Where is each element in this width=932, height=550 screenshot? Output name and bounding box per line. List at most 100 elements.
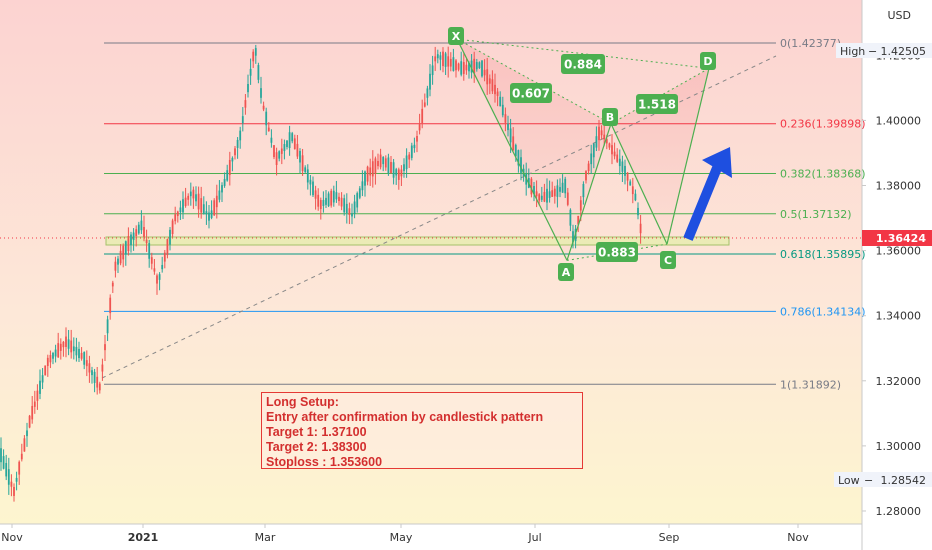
candle-body[interactable] xyxy=(366,166,369,182)
candle-body[interactable] xyxy=(54,349,57,357)
candle-body[interactable] xyxy=(228,159,231,176)
candle-body[interactable] xyxy=(46,357,49,366)
support-zone[interactable] xyxy=(105,236,730,246)
candle-body[interactable] xyxy=(252,51,255,62)
candle-body[interactable] xyxy=(611,145,613,155)
candle-body[interactable] xyxy=(335,192,338,200)
candle-body[interactable] xyxy=(618,158,621,167)
candle-body[interactable] xyxy=(382,156,385,165)
candle-body[interactable] xyxy=(579,200,582,211)
candle-body[interactable] xyxy=(327,193,330,207)
candle-body[interactable] xyxy=(483,69,486,76)
candle-body[interactable] xyxy=(499,96,502,107)
candle-body[interactable] xyxy=(278,151,281,159)
candle-body[interactable] xyxy=(163,252,166,262)
candles-layer[interactable] xyxy=(0,44,642,502)
candle-body[interactable] xyxy=(124,241,127,255)
candle-body[interactable] xyxy=(109,297,112,314)
candle-body[interactable] xyxy=(452,57,455,71)
candle-body[interactable] xyxy=(299,150,301,163)
candle-body[interactable] xyxy=(158,274,161,280)
candle-body[interactable] xyxy=(234,148,236,156)
candle-body[interactable] xyxy=(218,190,221,200)
candle-body[interactable] xyxy=(78,348,80,359)
candle-body[interactable] xyxy=(80,352,83,359)
candle-body[interactable] xyxy=(122,245,125,260)
candle-body[interactable] xyxy=(270,137,273,143)
candle-body[interactable] xyxy=(119,250,122,264)
candle-body[interactable] xyxy=(535,191,538,197)
candle-body[interactable] xyxy=(595,136,598,148)
candle-body[interactable] xyxy=(330,190,333,206)
candle-body[interactable] xyxy=(634,193,637,201)
candle-body[interactable] xyxy=(44,365,47,376)
candle-body[interactable] xyxy=(343,198,346,213)
pattern-point-badge[interactable] xyxy=(602,108,618,126)
candle-body[interactable] xyxy=(364,171,366,186)
candle-body[interactable] xyxy=(236,139,239,148)
candle-body[interactable] xyxy=(512,136,515,151)
candle-body[interactable] xyxy=(613,151,616,157)
candle-body[interactable] xyxy=(267,127,270,132)
candle-body[interactable] xyxy=(556,185,559,197)
candle-body[interactable] xyxy=(566,192,569,205)
candle-body[interactable] xyxy=(101,364,104,372)
candle-body[interactable] xyxy=(179,207,182,213)
pattern-point-badge[interactable] xyxy=(558,263,574,281)
candle-body[interactable] xyxy=(455,60,457,71)
candle-body[interactable] xyxy=(520,157,522,173)
candle-body[interactable] xyxy=(265,111,268,126)
candle-body[interactable] xyxy=(33,401,36,407)
candle-body[interactable] xyxy=(551,190,554,197)
ratio-badge[interactable] xyxy=(636,94,678,114)
candle-body[interactable] xyxy=(488,78,491,84)
ratio-badge[interactable] xyxy=(510,83,552,103)
candle-body[interactable] xyxy=(189,191,192,197)
candle-body[interactable] xyxy=(434,56,437,62)
candle-body[interactable] xyxy=(135,229,138,237)
candle-body[interactable] xyxy=(374,158,377,174)
candle-body[interactable] xyxy=(457,63,460,70)
candle-body[interactable] xyxy=(254,48,257,56)
candle-body[interactable] xyxy=(59,343,62,351)
candle-body[interactable] xyxy=(148,243,151,259)
candle-body[interactable] xyxy=(421,108,424,124)
candle-body[interactable] xyxy=(306,169,309,183)
candle-body[interactable] xyxy=(83,352,86,365)
candle-body[interactable] xyxy=(127,236,130,252)
candle-body[interactable] xyxy=(629,181,632,186)
candle-body[interactable] xyxy=(473,58,476,74)
candle-body[interactable] xyxy=(130,234,132,246)
candle-body[interactable] xyxy=(31,405,34,420)
candle-body[interactable] xyxy=(395,169,398,176)
candle-body[interactable] xyxy=(340,197,343,207)
candle-body[interactable] xyxy=(390,161,392,174)
candle-body[interactable] xyxy=(416,136,418,142)
candle-body[interactable] xyxy=(239,130,242,141)
candle-body[interactable] xyxy=(2,456,5,469)
time-axis[interactable] xyxy=(0,524,862,550)
candle-body[interactable] xyxy=(91,370,93,376)
candle-body[interactable] xyxy=(514,144,517,157)
candle-body[interactable] xyxy=(62,341,65,348)
candle-body[interactable] xyxy=(223,178,226,186)
candle-body[interactable] xyxy=(426,88,429,98)
candle-body[interactable] xyxy=(564,178,567,194)
candle-body[interactable] xyxy=(39,380,41,394)
candle-body[interactable] xyxy=(400,169,403,177)
candle-body[interactable] xyxy=(197,193,200,210)
candle-body[interactable] xyxy=(143,226,145,237)
candle-body[interactable] xyxy=(517,150,520,166)
candle-body[interactable] xyxy=(156,275,158,284)
candle-body[interactable] xyxy=(605,139,608,144)
candle-body[interactable] xyxy=(200,198,203,213)
candle-body[interactable] xyxy=(460,61,463,75)
candle-body[interactable] xyxy=(174,214,177,222)
candle-body[interactable] xyxy=(637,207,639,216)
candle-body[interactable] xyxy=(465,64,468,71)
harmonic-pattern[interactable]: X A B C D 0.884 0.607 1.518 0.883 xyxy=(448,27,716,281)
candle-body[interactable] xyxy=(351,213,353,217)
pattern-point-badge[interactable] xyxy=(700,52,716,70)
ratio-badge[interactable] xyxy=(596,242,638,262)
candle-body[interactable] xyxy=(202,204,205,214)
